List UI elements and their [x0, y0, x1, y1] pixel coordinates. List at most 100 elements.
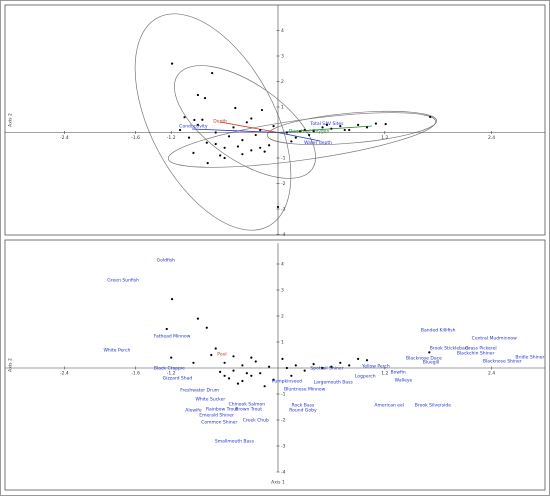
- point: [272, 378, 275, 381]
- point-label: Blacknose Dace: [406, 356, 442, 362]
- point: [268, 365, 271, 368]
- point-label: Conductivity: [179, 124, 208, 130]
- point-label: Brook Stickleback: [430, 345, 470, 351]
- point-label: American eel: [374, 402, 404, 408]
- y-tick-label: 1: [281, 105, 284, 111]
- point-label: Grass Pickerel: [465, 345, 497, 351]
- point-label: Goldfish: [157, 258, 176, 264]
- x-tick-label: 2.4: [488, 371, 495, 377]
- point-label: Blackchin Shiner: [457, 350, 495, 356]
- point: [299, 130, 302, 133]
- point: [250, 117, 253, 120]
- point: [211, 71, 214, 75]
- point: [165, 327, 168, 331]
- y-axis-title: Axis 2: [8, 113, 14, 127]
- point-label: Pumpkinseed: [272, 379, 302, 385]
- point: [223, 361, 226, 364]
- point: [321, 366, 324, 370]
- vector: [277, 132, 321, 142]
- point: [214, 142, 217, 146]
- point-label: Round Goby: [289, 408, 317, 414]
- y-tick-label: -4: [281, 470, 286, 476]
- point: [325, 123, 329, 126]
- point: [290, 374, 293, 377]
- y-tick-label: -1: [281, 392, 286, 398]
- point: [357, 123, 360, 126]
- point-label: White Perch: [103, 348, 130, 354]
- point: [214, 131, 217, 134]
- point: [259, 372, 262, 375]
- point: [241, 139, 244, 142]
- point: [223, 374, 226, 377]
- point-label: Rock Bass: [292, 402, 315, 408]
- point: [241, 153, 244, 156]
- point: [232, 369, 235, 372]
- point: [236, 145, 240, 148]
- y-axis-title: Axis 2: [8, 358, 14, 372]
- y-tick-label: -3: [281, 444, 286, 450]
- point: [232, 126, 235, 129]
- point-label: Black Crappie: [154, 366, 185, 372]
- point: [179, 128, 182, 132]
- point-label: Common Shiner: [201, 420, 237, 426]
- point: [281, 357, 284, 360]
- point: [196, 317, 199, 320]
- point: [210, 353, 213, 357]
- vector: [191, 128, 279, 133]
- point: [348, 364, 351, 367]
- point-label: Walleye: [395, 377, 413, 383]
- point: [192, 151, 195, 154]
- y-tick-label: 4: [281, 262, 284, 268]
- vectors: [191, 121, 373, 142]
- point-label: Freshwater Drum: [180, 388, 219, 394]
- point: [196, 123, 199, 126]
- point: [357, 357, 360, 360]
- point-label: Rainbow Trout: [206, 407, 238, 413]
- y-tick-label: -4: [281, 232, 286, 238]
- point: [272, 125, 275, 128]
- point: [343, 128, 346, 132]
- x-tick-label: 2.4: [488, 135, 495, 141]
- point: [365, 359, 369, 362]
- point: [250, 356, 253, 359]
- y-tick-label: -2: [281, 418, 286, 424]
- point: [234, 106, 237, 110]
- panel-frame: [4, 4, 546, 236]
- x-tick-label: -1.2: [167, 371, 176, 377]
- point: [260, 108, 264, 112]
- point: [205, 141, 208, 144]
- point: [170, 62, 174, 65]
- point: [201, 118, 204, 121]
- point: [374, 122, 377, 125]
- point-label: Chinook Salmon: [229, 401, 266, 407]
- point: [206, 162, 209, 165]
- point: [312, 363, 315, 366]
- y-tick-label: 1: [281, 340, 284, 346]
- point: [241, 364, 244, 367]
- x-tick-label: 1.2: [381, 135, 388, 141]
- point: [214, 347, 217, 350]
- point: [339, 361, 342, 364]
- point: [254, 360, 257, 363]
- point: [384, 122, 387, 126]
- point: [365, 126, 369, 129]
- y-tick-label: -3: [281, 207, 286, 213]
- point: [303, 128, 306, 132]
- point: [245, 372, 248, 375]
- point-label: Smallmouth Bass: [215, 439, 255, 445]
- x-axis-title: Axis 1: [271, 480, 285, 486]
- ellipse: [266, 110, 438, 146]
- x-tick-label: -2.4: [60, 135, 69, 141]
- point: [290, 140, 293, 143]
- x-tick-label: -1.6: [131, 135, 140, 141]
- point: [268, 144, 271, 147]
- y-tick-label: 2: [281, 79, 284, 85]
- y-tick-label: -1: [281, 156, 286, 162]
- point-label: Central Mudminnow: [472, 336, 517, 342]
- point: [245, 121, 248, 124]
- x-tick-label: -1.2: [167, 135, 176, 141]
- point: [312, 130, 315, 133]
